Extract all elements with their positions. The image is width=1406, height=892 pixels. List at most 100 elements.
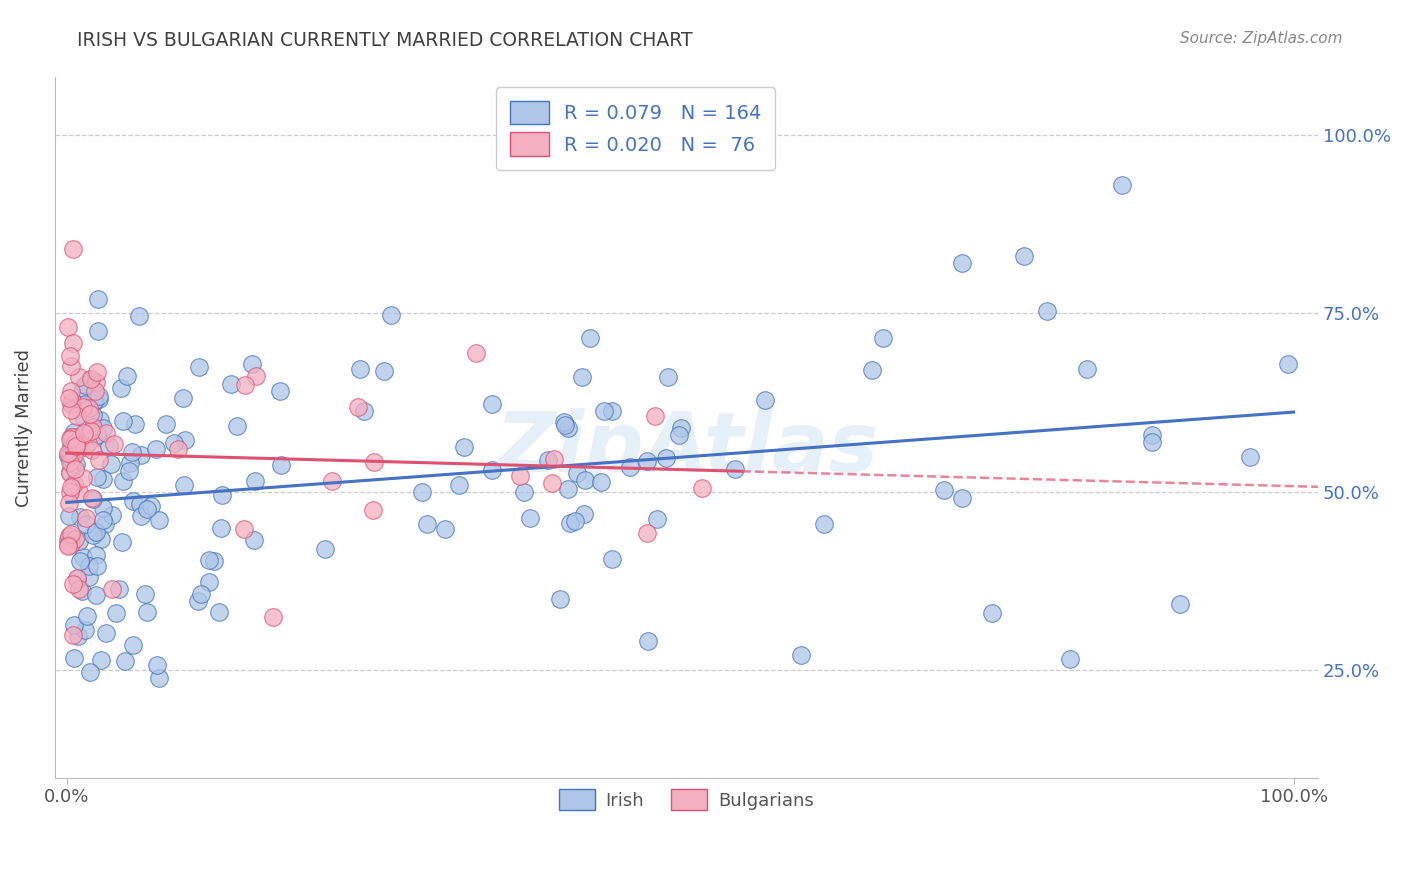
Point	[67, 629, 90, 643]
Point	[101, 508, 124, 522]
Point	[90, 532, 112, 546]
Point	[80, 424, 103, 438]
Point	[86, 469, 108, 483]
Point	[790, 648, 813, 662]
Point	[361, 503, 384, 517]
Point	[380, 308, 402, 322]
Point	[574, 473, 596, 487]
Point	[321, 475, 343, 489]
Point	[79, 559, 101, 574]
Point	[554, 417, 576, 432]
Point	[108, 582, 131, 596]
Point	[72, 471, 94, 485]
Point	[59, 432, 82, 446]
Point	[59, 454, 82, 468]
Point	[56, 320, 79, 334]
Point	[62, 335, 84, 350]
Point	[65, 570, 87, 584]
Point	[58, 539, 80, 553]
Point	[111, 535, 134, 549]
Y-axis label: Currently Married: Currently Married	[15, 349, 32, 507]
Point	[167, 442, 190, 456]
Point	[146, 658, 169, 673]
Point	[77, 401, 100, 415]
Point	[349, 362, 371, 376]
Point	[67, 485, 90, 500]
Point	[83, 432, 105, 446]
Point	[558, 516, 581, 531]
Point	[464, 345, 486, 359]
Point	[73, 378, 96, 392]
Point	[172, 391, 194, 405]
Point	[62, 448, 84, 462]
Point	[519, 511, 541, 525]
Point	[155, 417, 177, 431]
Point	[58, 508, 80, 523]
Point	[548, 591, 571, 606]
Point	[84, 524, 107, 539]
Point	[644, 409, 666, 423]
Point	[60, 480, 83, 494]
Point	[60, 397, 83, 411]
Point	[91, 501, 114, 516]
Point	[269, 384, 291, 399]
Point	[754, 392, 776, 407]
Point	[187, 360, 209, 375]
Point	[416, 516, 439, 531]
Point	[84, 375, 107, 389]
Point	[60, 394, 83, 409]
Point	[70, 584, 93, 599]
Point	[101, 582, 124, 596]
Point	[173, 434, 195, 448]
Point	[636, 526, 658, 541]
Point	[453, 440, 475, 454]
Point	[62, 429, 84, 443]
Point	[75, 623, 97, 637]
Point	[59, 450, 82, 464]
Point	[62, 577, 84, 591]
Point	[67, 370, 90, 384]
Point	[72, 550, 94, 565]
Point	[245, 474, 267, 488]
Point	[112, 414, 135, 428]
Point	[66, 409, 89, 423]
Point	[600, 552, 623, 566]
Point	[86, 588, 108, 602]
Point	[63, 476, 86, 491]
Point	[111, 474, 134, 488]
Point	[243, 533, 266, 548]
Point	[117, 368, 139, 383]
Point	[232, 522, 254, 536]
Point	[62, 628, 84, 642]
Point	[65, 572, 87, 586]
Point	[724, 462, 747, 476]
Point	[103, 437, 125, 451]
Point	[208, 605, 231, 619]
Point	[145, 442, 167, 457]
Point	[134, 587, 156, 601]
Point	[636, 454, 658, 468]
Point	[240, 357, 263, 371]
Point	[932, 483, 955, 498]
Point	[1140, 435, 1163, 450]
Point	[187, 594, 209, 608]
Point	[1111, 178, 1133, 192]
Point	[872, 331, 894, 345]
Point	[645, 512, 668, 526]
Text: IRISH VS BULGARIAN CURRENTLY MARRIED CORRELATION CHART: IRISH VS BULGARIAN CURRENTLY MARRIED COR…	[77, 31, 693, 50]
Point	[1239, 450, 1261, 465]
Point	[579, 331, 602, 345]
Point	[411, 485, 433, 500]
Point	[67, 533, 90, 548]
Point	[571, 370, 593, 384]
Point	[91, 472, 114, 486]
Point	[668, 427, 690, 442]
Point	[114, 654, 136, 668]
Point	[860, 363, 883, 377]
Point	[87, 392, 110, 407]
Point	[56, 538, 79, 552]
Point	[118, 456, 141, 470]
Point	[129, 509, 152, 524]
Point	[1012, 249, 1035, 263]
Point	[80, 491, 103, 506]
